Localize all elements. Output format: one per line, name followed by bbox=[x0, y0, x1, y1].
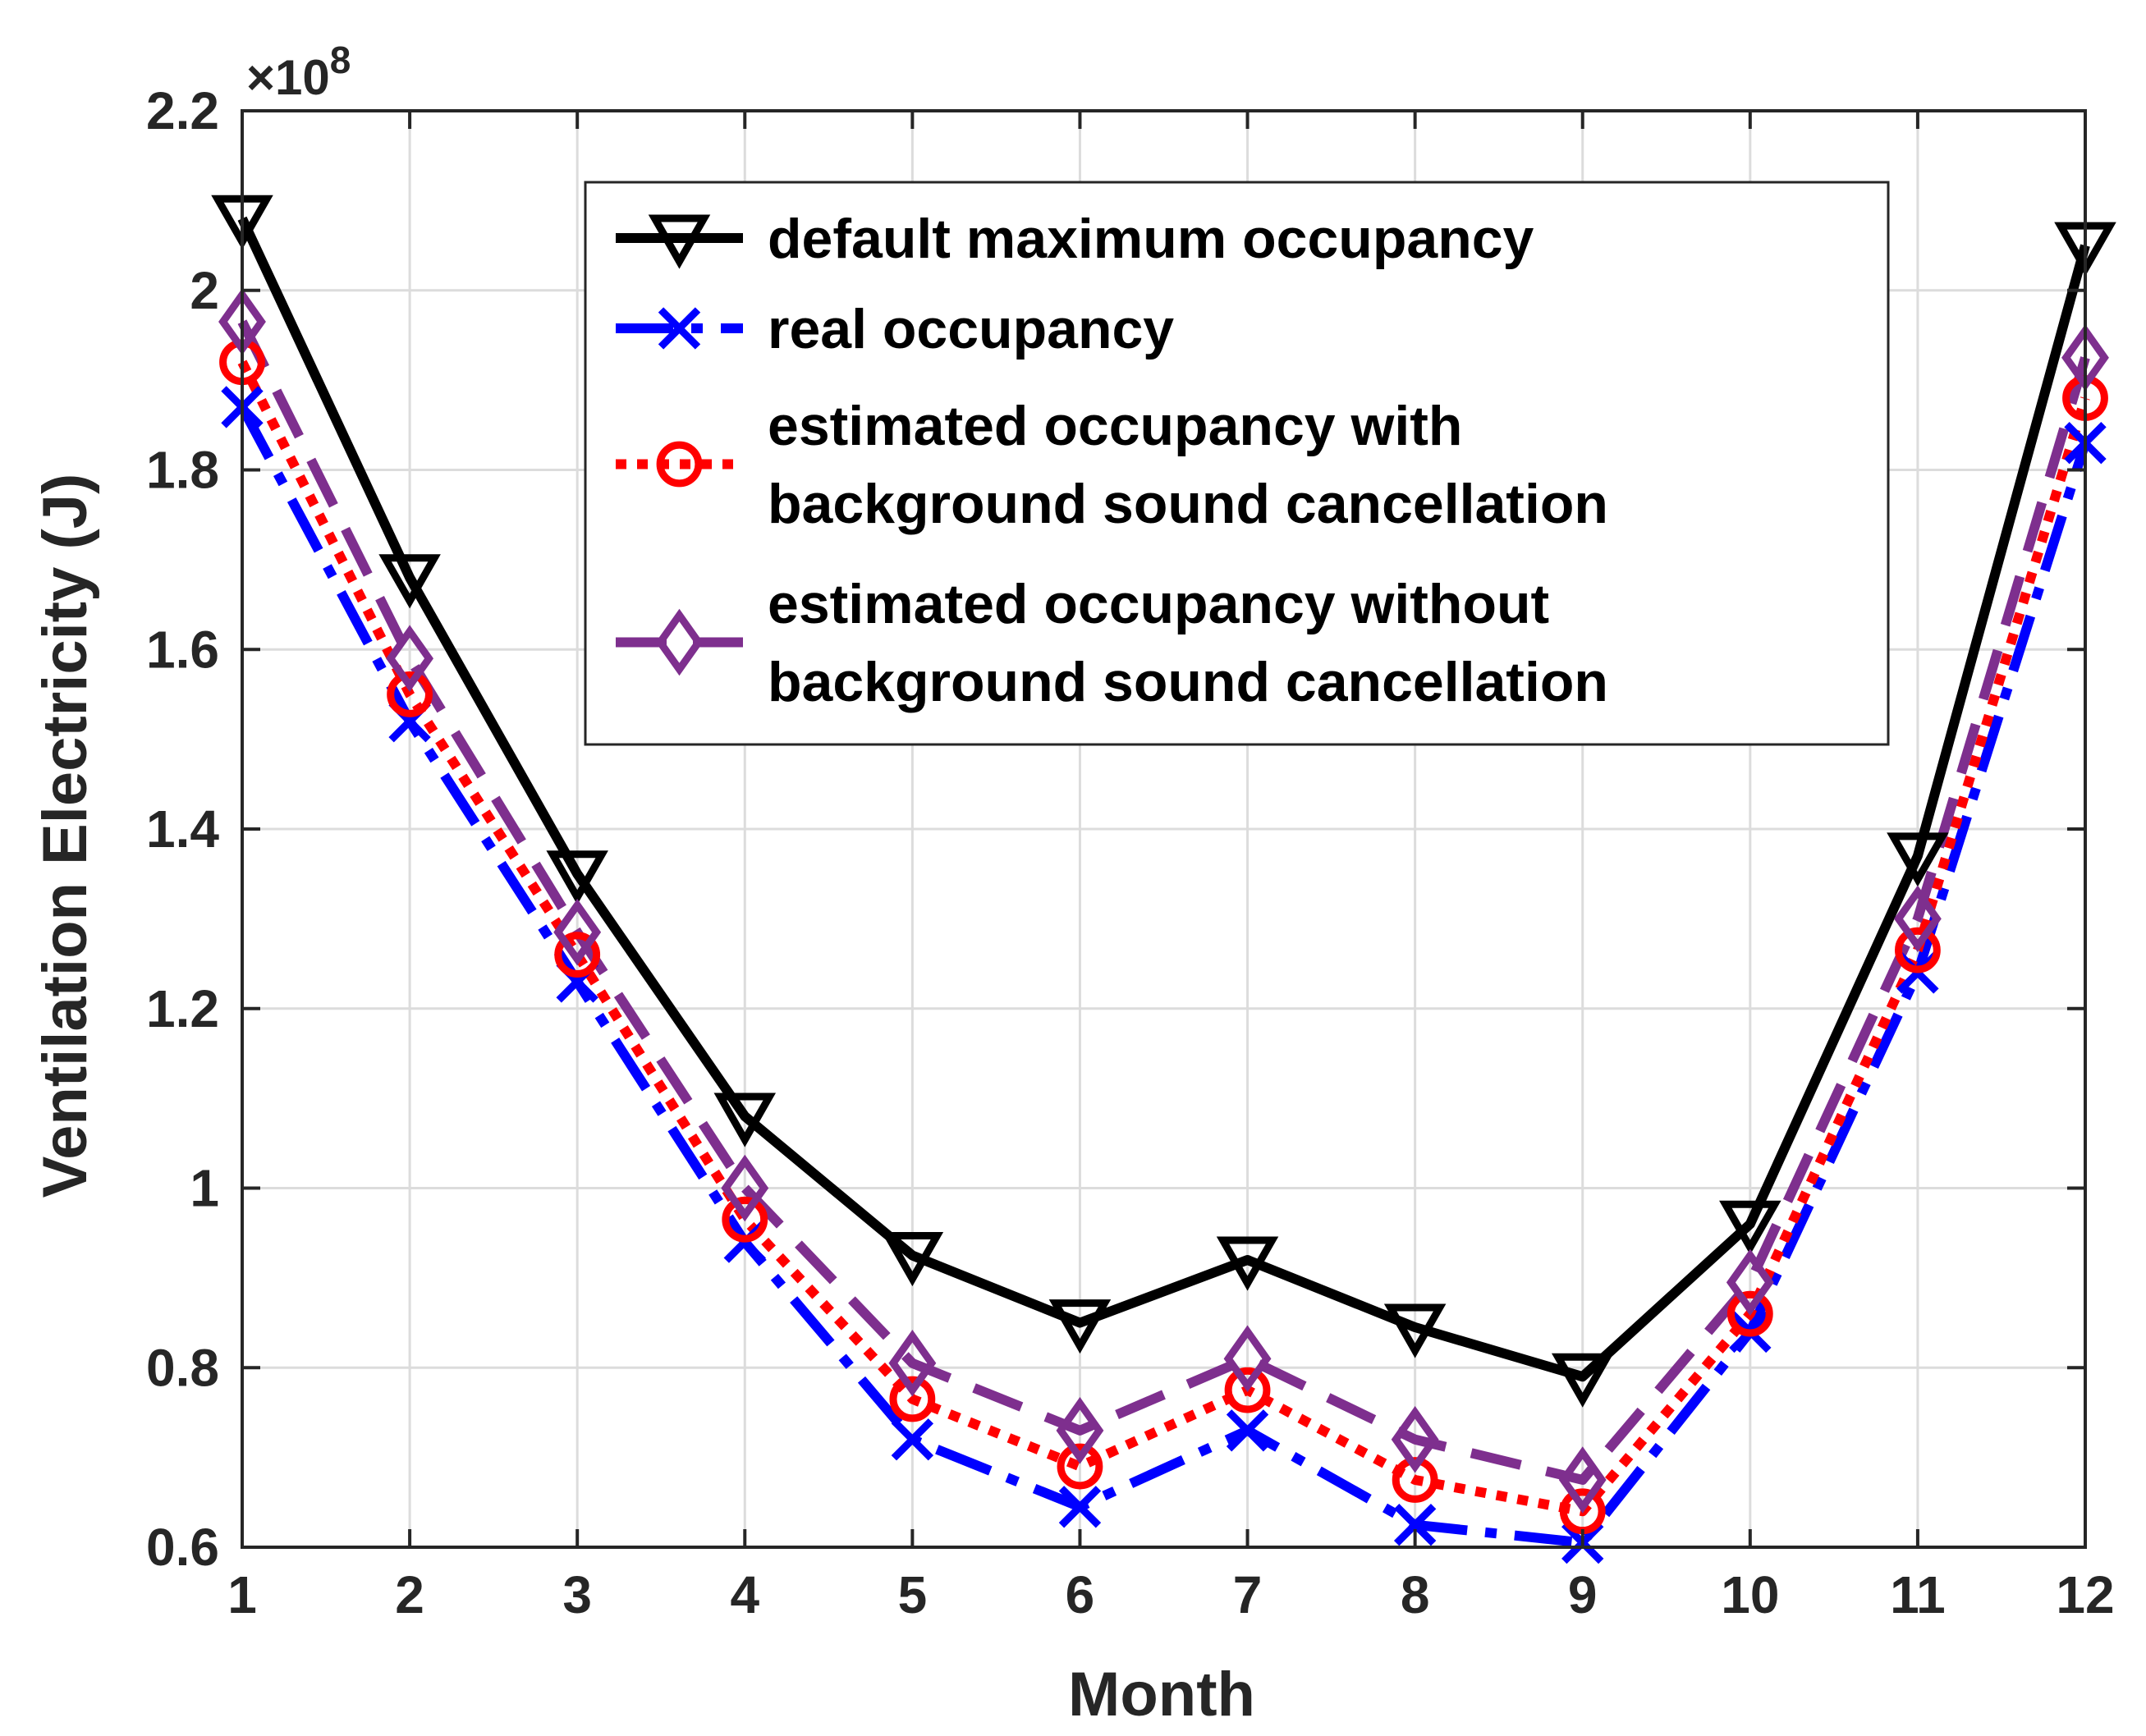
series-lines bbox=[237, 216, 2090, 1548]
legend-label: estimated occupancy with bbox=[768, 395, 1462, 457]
data-point-marker bbox=[1393, 1503, 1437, 1546]
y-tick-label: 1.8 bbox=[146, 441, 219, 500]
data-point-marker bbox=[1726, 1248, 1774, 1317]
x-tick-label: 2 bbox=[395, 1565, 424, 1624]
y-tick-label: 0.8 bbox=[146, 1338, 219, 1397]
y-axis-exponent-label: ×108 bbox=[246, 39, 351, 105]
x-axis-title: Month bbox=[1068, 1660, 1255, 1729]
y-tick-label: 2.2 bbox=[146, 81, 219, 140]
x-tick-label: 6 bbox=[1066, 1565, 1095, 1624]
legend-marker-2 bbox=[658, 307, 701, 350]
data-point-marker bbox=[1895, 927, 1941, 973]
legend-label: real occupancy bbox=[768, 298, 1174, 360]
legend: default maximum occupancy real occupancy e… bbox=[584, 181, 1890, 746]
x-tick-label: 1 bbox=[227, 1565, 257, 1624]
y-tick-label: 1.2 bbox=[146, 979, 219, 1038]
data-point-marker bbox=[553, 899, 602, 966]
series-line-4 bbox=[237, 319, 2090, 1485]
data-point-marker bbox=[881, 1232, 944, 1287]
legend-marker-3 bbox=[656, 441, 703, 488]
data-point-marker bbox=[1719, 1200, 1781, 1255]
axis-ticks bbox=[241, 109, 2087, 1549]
data-point-marker bbox=[387, 671, 433, 717]
data-point-marker bbox=[1391, 1405, 1439, 1473]
data-point-marker bbox=[1383, 1303, 1447, 1358]
data-point-marker bbox=[721, 1154, 769, 1222]
x-tick-label: 10 bbox=[1721, 1565, 1779, 1624]
legend-label: background sound cancellation bbox=[768, 473, 1608, 535]
data-point-marker bbox=[378, 554, 441, 609]
data-point-marker bbox=[1726, 1290, 1773, 1337]
legend-label: estimated occupancy without bbox=[768, 573, 1549, 635]
data-point-marker bbox=[713, 1092, 777, 1147]
data-point-marker bbox=[1551, 1353, 1614, 1408]
data-point-marker bbox=[1223, 1325, 1272, 1393]
legend-marker-1 bbox=[648, 214, 711, 269]
data-point-marker bbox=[1048, 1299, 1112, 1354]
y-tick-label: 0.6 bbox=[146, 1518, 219, 1577]
x-tick-label: 9 bbox=[1568, 1565, 1598, 1624]
y-tick-label: 1.6 bbox=[146, 620, 219, 679]
y-tick-label: 1 bbox=[190, 1159, 219, 1218]
data-point-marker bbox=[554, 932, 601, 978]
data-point-marker bbox=[386, 625, 434, 692]
series-line-1 bbox=[237, 216, 2090, 1382]
legend-box bbox=[584, 181, 1890, 746]
data-point-marker bbox=[546, 850, 608, 905]
data-point-marker bbox=[888, 1330, 937, 1397]
y-axis-exponent-power: 8 bbox=[330, 39, 351, 81]
series-line-3 bbox=[237, 360, 2090, 1517]
legend-label: background sound cancellation bbox=[768, 651, 1608, 713]
axis-tick-labels: 1 2 3 4 5 6 7 8 9 10 11 120.60.811.21.41.61.822.2 bbox=[146, 81, 2115, 1624]
x-tick-label: 7 bbox=[1233, 1565, 1263, 1624]
data-point-marker bbox=[1224, 1367, 1271, 1413]
x-tick-label: 3 bbox=[562, 1565, 592, 1624]
series-line-2 bbox=[237, 405, 2090, 1548]
data-point-marker bbox=[1058, 1486, 1102, 1528]
data-point-marker bbox=[1056, 1397, 1104, 1464]
x-tick-label: 4 bbox=[730, 1565, 759, 1624]
x-tick-label: 12 bbox=[2056, 1565, 2114, 1624]
data-point-marker bbox=[1057, 1443, 1103, 1490]
data-point-marker bbox=[891, 1418, 934, 1461]
x-tick-label: 11 bbox=[1890, 1565, 1946, 1624]
data-point-marker bbox=[1558, 1446, 1607, 1514]
data-point-marker bbox=[1887, 832, 1949, 887]
data-point-marker bbox=[1893, 885, 1942, 953]
data-point-marker bbox=[1216, 1236, 1279, 1291]
data-point-marker bbox=[1226, 1409, 1269, 1452]
legend-label: default maximum occupancy bbox=[768, 208, 1534, 270]
x-tick-label: 5 bbox=[898, 1565, 928, 1624]
data-point-marker bbox=[889, 1376, 936, 1422]
x-tick-label: 8 bbox=[1401, 1565, 1430, 1624]
y-tick-label: 1.4 bbox=[146, 799, 219, 859]
y-tick-label: 2 bbox=[190, 261, 219, 320]
legend-marker-4 bbox=[655, 608, 704, 676]
data-point-marker bbox=[722, 1196, 768, 1243]
y-axis-title: Ventilation Electricity (J) bbox=[30, 474, 100, 1198]
y-axis-exponent-base: ×10 bbox=[246, 50, 330, 105]
